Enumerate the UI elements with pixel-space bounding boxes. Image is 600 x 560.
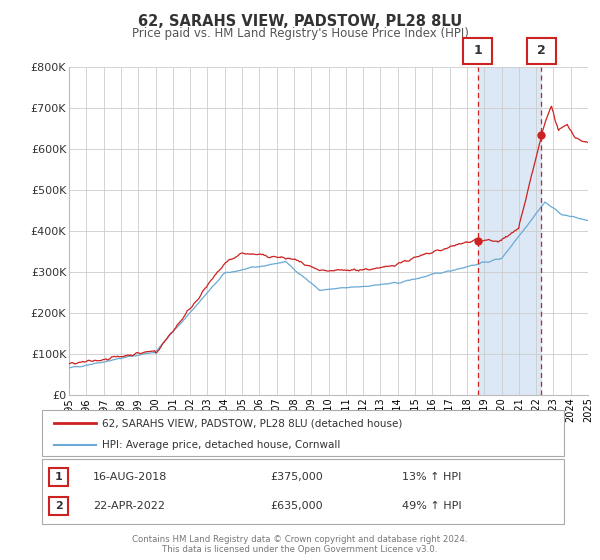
Text: 2: 2	[537, 44, 546, 58]
Text: HPI: Average price, detached house, Cornwall: HPI: Average price, detached house, Corn…	[102, 440, 340, 450]
Text: 22-APR-2022: 22-APR-2022	[93, 501, 165, 511]
Text: 62, SARAHS VIEW, PADSTOW, PL28 8LU (detached house): 62, SARAHS VIEW, PADSTOW, PL28 8LU (deta…	[102, 418, 403, 428]
Text: Contains HM Land Registry data © Crown copyright and database right 2024.
This d: Contains HM Land Registry data © Crown c…	[132, 535, 468, 554]
Text: £635,000: £635,000	[270, 501, 323, 511]
Bar	[478, 67, 541, 395]
Text: 1: 1	[473, 44, 482, 58]
Text: £375,000: £375,000	[270, 472, 323, 482]
Text: Price paid vs. HM Land Registry's House Price Index (HPI): Price paid vs. HM Land Registry's House …	[131, 27, 469, 40]
Text: 62, SARAHS VIEW, PADSTOW, PL28 8LU: 62, SARAHS VIEW, PADSTOW, PL28 8LU	[138, 14, 462, 29]
Text: 1: 1	[55, 472, 62, 482]
Text: 13% ↑ HPI: 13% ↑ HPI	[402, 472, 461, 482]
Text: 16-AUG-2018: 16-AUG-2018	[93, 472, 167, 482]
Text: 49% ↑ HPI: 49% ↑ HPI	[402, 501, 461, 511]
Text: 2: 2	[55, 501, 62, 511]
